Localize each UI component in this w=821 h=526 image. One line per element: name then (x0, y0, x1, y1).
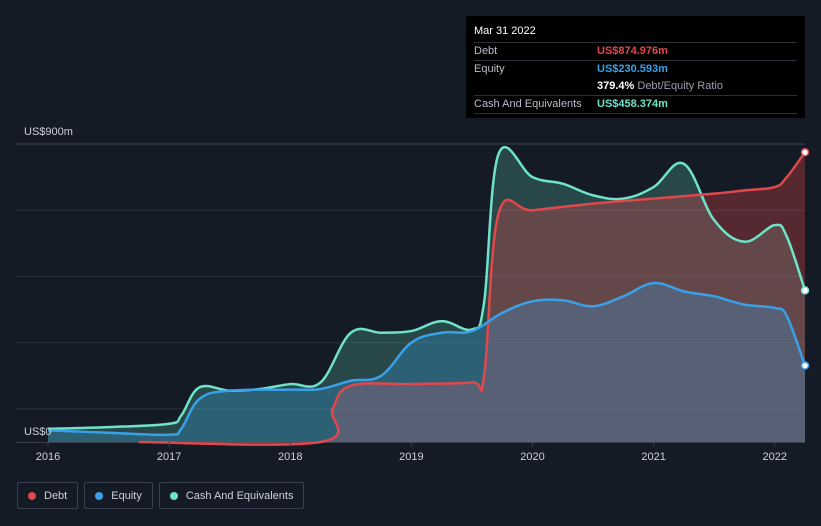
legend-item-equity[interactable]: Equity (84, 482, 153, 509)
x-axis-ticks: 2016 2017 2018 2019 2020 2021 2022 (36, 442, 787, 463)
x-tick-label: 2021 (641, 451, 665, 463)
tooltip-row-debt: Debt US$874.976m (474, 43, 797, 61)
tooltip-row-cash: Cash And Equivalents US$458.374m (474, 96, 797, 114)
legend-item-debt[interactable]: Debt (17, 482, 79, 509)
debt-area (138, 152, 806, 445)
equity-endpoint (800, 361, 810, 370)
series-endpoints (800, 148, 810, 370)
equity-dot-icon (95, 491, 104, 500)
x-tick-label: 2016 (36, 451, 60, 463)
legend-label-cash: Cash And Equivalents (185, 489, 294, 502)
tooltip-date: Mar 31 2022 (474, 24, 797, 43)
tooltip-value-cash: US$458.374m (597, 98, 668, 110)
tooltip-value-debt: US$874.976m (597, 45, 668, 57)
equity-line (47, 281, 807, 437)
tooltip-label-cash: Cash And Equivalents (474, 98, 582, 110)
x-tick-label: 2017 (157, 451, 181, 463)
tooltip-value-equity: US$230.593m (597, 63, 668, 75)
chart-legend: Debt Equity Cash And Equivalents (17, 482, 305, 509)
tooltip-value-ratio: 379.4% (597, 80, 635, 92)
legend-label-equity: Equity (111, 489, 142, 502)
y-axis-top-label: US$900m (24, 126, 73, 138)
x-tick-label: 2020 (520, 451, 544, 463)
debt-dot-icon (28, 491, 36, 500)
cash-and-equivalents-area (48, 147, 805, 442)
x-tick-label: 2018 (278, 451, 302, 463)
chart-areas (48, 147, 806, 445)
x-tick-label: 2019 (399, 451, 423, 463)
chart-tooltip: Mar 31 2022 Debt US$874.976m Equity US$2… (466, 16, 805, 118)
tooltip-label-debt: Debt (474, 45, 498, 57)
cash-and-equivalents-endpoint (800, 286, 810, 295)
legend-label-debt: Debt (44, 489, 68, 502)
equity-area (48, 282, 805, 442)
tooltip-label-equity: Equity (474, 63, 505, 75)
chart-lines (47, 145, 807, 446)
y-axis-bottom-label: US$0 (24, 426, 52, 438)
tooltip-label-ratio (474, 78, 597, 95)
tooltip-row-equity: Equity US$230.593m (474, 61, 797, 78)
x-tick-label: 2022 (762, 451, 786, 463)
debt-endpoint (800, 148, 810, 157)
legend-item-cash[interactable]: Cash And Equivalents (158, 482, 305, 509)
cash-dot-icon (169, 491, 178, 500)
tooltip-row-ratio: 379.4% Debt/Equity Ratio (474, 78, 797, 96)
debt-line (138, 151, 807, 446)
tooltip-ratio-suffix: Debt/Equity Ratio (637, 80, 723, 92)
